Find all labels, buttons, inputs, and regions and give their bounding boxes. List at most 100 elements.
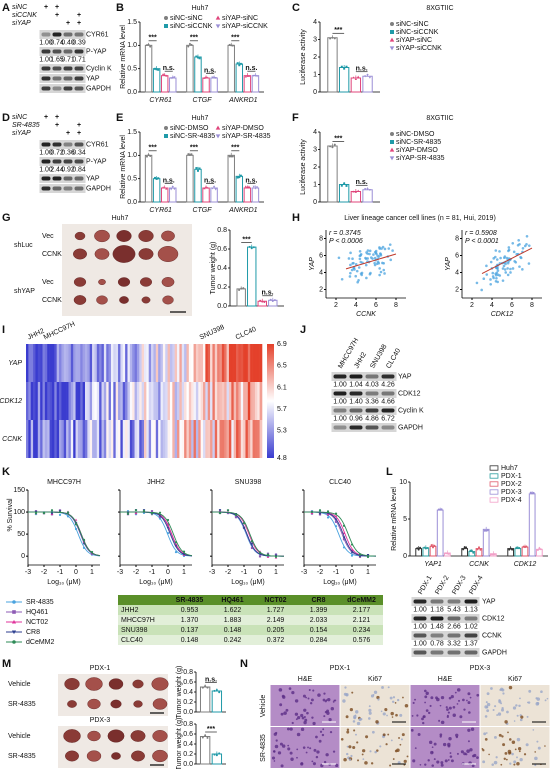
marker: [350, 554, 354, 557]
legend-marker: [215, 134, 221, 139]
heat-cell: [63, 420, 67, 458]
heat-cell: [75, 420, 79, 458]
marker: [134, 509, 138, 512]
marker: [166, 524, 170, 527]
y-tick-label: 2: [455, 286, 459, 293]
cell: [279, 703, 283, 707]
marker: [354, 77, 357, 80]
marker: [352, 190, 355, 193]
quant-label: 1.00: [39, 39, 53, 46]
cell: [429, 704, 432, 708]
marker: [470, 549, 473, 552]
marker: [244, 185, 247, 188]
cell: [361, 753, 364, 756]
cell: [535, 702, 540, 706]
legend-marker: [489, 489, 499, 495]
heat-cell: [181, 420, 185, 458]
blot-band: [381, 374, 395, 379]
heat-cell: [33, 344, 36, 382]
tumor: [73, 277, 87, 287]
protein-label: GAPDH: [86, 85, 111, 92]
y-tick-label: 0.2: [183, 699, 193, 706]
heat-cell: [250, 382, 253, 420]
heat-cell: [51, 420, 55, 458]
cell: [519, 718, 523, 722]
marker: [493, 553, 496, 556]
cell: [396, 748, 400, 753]
x-tick-label: 0: [166, 569, 170, 576]
cell: [358, 718, 362, 722]
blot-band: [52, 32, 62, 37]
marker: [342, 546, 346, 549]
heat-cell: [200, 344, 204, 382]
y-tick-label: 10: [399, 479, 407, 486]
marker: [318, 509, 322, 512]
heat-cell: [33, 420, 36, 458]
scatter-point: [358, 249, 362, 253]
cell: [404, 704, 409, 708]
cell: [456, 752, 459, 755]
heat-cell: [236, 420, 239, 458]
heat-cell: [148, 420, 152, 458]
heat-cell: [257, 382, 260, 420]
heat-cell: [75, 382, 79, 420]
heat-cell: [61, 420, 65, 458]
cell: [372, 693, 375, 696]
heat-cell: [240, 344, 244, 382]
heat-cell: [40, 344, 43, 382]
cell: [544, 745, 546, 747]
quant-label: 0.34: [72, 149, 86, 156]
blot-band: [381, 408, 395, 413]
bar: [251, 75, 260, 93]
marker: [479, 548, 482, 551]
heat-cell: [103, 420, 107, 458]
x-tick-label: -3: [117, 569, 123, 576]
quant-label: 5.43: [447, 606, 461, 613]
cell: [379, 745, 382, 748]
heat-cell: [139, 420, 142, 458]
protein-label: P-YAP: [86, 158, 107, 165]
cell: [430, 750, 434, 755]
row-label: CCNK: [42, 297, 62, 304]
cell: [492, 708, 495, 711]
heat-cell: [177, 382, 180, 420]
table-cell: 2.121: [353, 617, 371, 624]
legend-label: siNC-DMSO: [170, 125, 209, 132]
y-tick-label: 1.5: [127, 129, 137, 136]
blot-band: [365, 425, 379, 430]
scatter-point: [369, 256, 373, 259]
lane-label: JHH2: [353, 351, 368, 370]
cell: [499, 688, 502, 692]
heat-cell: [129, 420, 133, 458]
scatter-point: [369, 271, 372, 275]
x-tick-label: -2: [225, 569, 231, 576]
treatment-sign: +: [55, 12, 59, 19]
heat-cell: [247, 420, 251, 458]
marker: [163, 186, 166, 189]
cell: [285, 708, 289, 712]
cell: [427, 711, 431, 715]
y-tick-label: 0.6: [217, 246, 227, 253]
heat-cell: [169, 382, 173, 420]
cell: [528, 689, 532, 693]
x-tick-label: 8: [530, 302, 534, 309]
cell: [318, 739, 322, 743]
y-tick-label: 6: [455, 252, 459, 259]
cell: [392, 696, 396, 699]
y-axis-label: Luciferase activity: [300, 29, 307, 85]
marker: [261, 300, 264, 303]
lane-label: CLC40: [385, 347, 402, 369]
treatment-label: siNC: [12, 4, 28, 11]
cell: [330, 707, 335, 711]
cell: [273, 750, 276, 753]
cell: [311, 716, 314, 719]
bar: [251, 187, 260, 203]
heat-cell: [49, 382, 53, 420]
heat-cell: [203, 420, 206, 458]
marker: [166, 518, 170, 522]
heat-cell: [73, 420, 76, 458]
blot-band: [52, 86, 62, 91]
y-axis-label: Relative mRNA level: [391, 487, 398, 551]
cell: [459, 715, 463, 719]
